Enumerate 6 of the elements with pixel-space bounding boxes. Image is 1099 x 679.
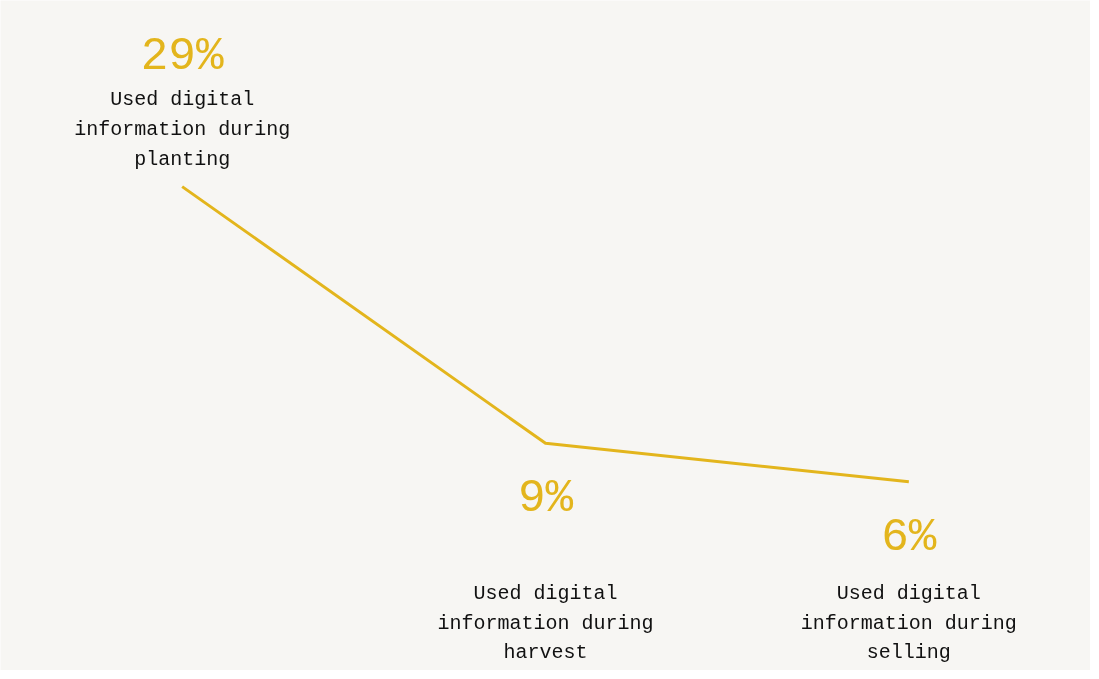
data-label: 29%: [140, 30, 224, 83]
x-tick-label: Used digital information during selling: [800, 581, 1017, 665]
x-tick-label: Used digital information during harvest: [437, 581, 654, 665]
x-tick-label: Used digital information during planting: [74, 87, 291, 171]
data-label: 9%: [517, 473, 574, 526]
data-label: 6%: [881, 511, 937, 564]
